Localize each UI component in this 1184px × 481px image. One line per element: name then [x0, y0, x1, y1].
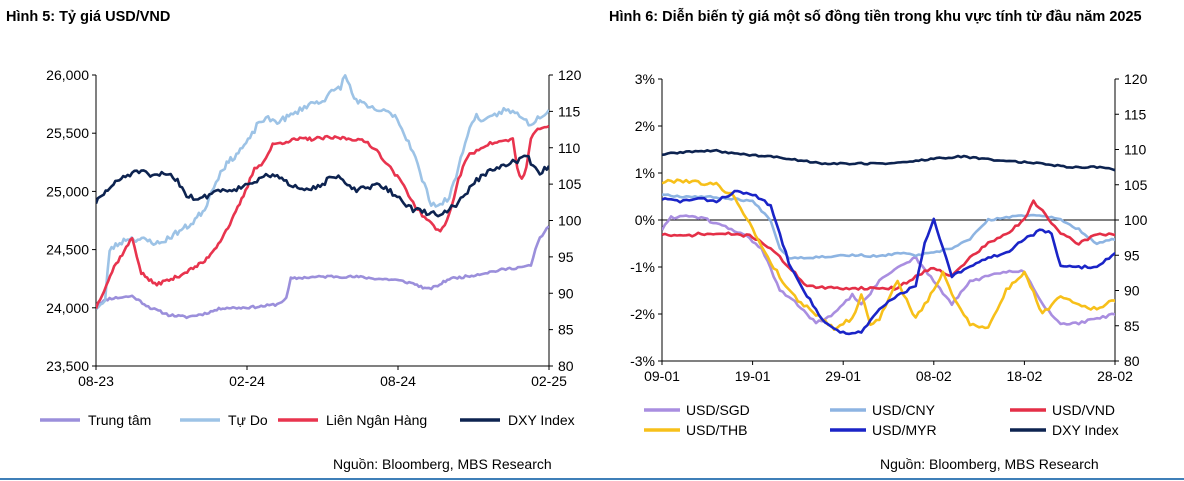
chart-2-y-left-tick-label: 3%	[635, 71, 655, 87]
chart-2-legend-label-usd-myr: USD/MYR	[872, 422, 937, 438]
chart-2-y-right-tick-label: 90	[1124, 283, 1140, 299]
chart-1-series-li-n-ng-n-h-ng	[96, 124, 549, 310]
chart-2-y-left-tick-label: 1%	[635, 165, 655, 181]
chart-1-y-right-tick-label: 115	[558, 103, 581, 119]
chart-2-x-tick-label: 19-01	[735, 368, 771, 384]
chart-2-y-left-tick-label: 0%	[635, 212, 655, 228]
chart-1-title: Hình 5: Tỷ giá USD/VND	[6, 9, 171, 25]
chart-2-y-right-tick-label: 80	[1124, 353, 1140, 369]
chart-2-series-dxy-index	[662, 148, 1115, 172]
chart-1-y-right-tick-label: 120	[558, 67, 582, 83]
chart-1-legend-label-t-do: Tự Do	[228, 412, 268, 428]
chart-2-y-right-tick-label: 85	[1124, 318, 1140, 334]
chart-2-x-tick-label: 29-01	[825, 368, 861, 384]
chart-1-y-left-tick-label: 25,000	[46, 183, 89, 199]
chart-2-x-tick-label: 08-02	[916, 368, 952, 384]
chart-2-title: Hình 6: Diễn biến tỷ giá một số đồng tiề…	[609, 9, 1142, 25]
chart-1-series-dxy-index	[96, 154, 549, 218]
chart-2-y-left-tick-label: -2%	[630, 306, 655, 322]
chart-2-y-right-tick-label: 115	[1124, 106, 1147, 122]
chart-2-y-left-tick-label: -1%	[630, 259, 655, 275]
chart-1-y-right-tick-label: 100	[558, 213, 582, 229]
chart-1-y-left-tick-label: 23,500	[46, 358, 89, 374]
chart-1-y-right-tick-label: 95	[558, 249, 574, 265]
chart-2: -3% -2% -1% 0% 1% 2% 3% 80 85 90 95 100 105 110 115 120…	[630, 71, 1148, 438]
chart-1-legend-label-dxy-index: DXY Index	[508, 412, 575, 428]
chart-1-y-left-tick-label: 26,000	[46, 67, 89, 83]
chart-1-source: Nguồn: Bloomberg, MBS Research	[333, 456, 552, 472]
chart-1-legend-label-li-n-ng-n-h-ng: Liên Ngân Hàng	[326, 412, 427, 428]
chart-1-y-left-tick-label: 24,500	[46, 242, 89, 258]
chart-2-y-right-tick-label: 95	[1124, 247, 1140, 263]
chart-2-y-left-tick-label: 2%	[635, 118, 655, 134]
chart-2-source: Nguồn: Bloomberg, MBS Research	[880, 456, 1099, 472]
chart-1-y-left-tick-label: 25,500	[46, 125, 89, 141]
chart-2-x-tick-label: 28-02	[1097, 368, 1133, 384]
chart-2-y-right-tick-label: 105	[1124, 177, 1148, 193]
chart-2-series-usd-sgd	[662, 214, 1115, 326]
chart-1-y-left-tick-label: 24,000	[46, 300, 89, 316]
chart-1-y-right-tick-label: 85	[558, 322, 574, 338]
chart-2-y-left-tick-label: -3%	[630, 353, 655, 369]
chart-2-legend-label-dxy-index: DXY Index	[1052, 422, 1119, 438]
chart-1-series-trung-t-m	[96, 225, 549, 320]
chart-2-legend-label-usd-sgd: USD/SGD	[686, 402, 750, 418]
chart-1-x-tick-label: 08-23	[78, 373, 114, 389]
chart-1-y-right-tick-label: 105	[558, 176, 582, 192]
chart-2-y-right-tick-label: 120	[1124, 71, 1148, 87]
chart-1-y-right-tick-label: 90	[558, 285, 574, 301]
chart-2-series-usd-thb	[662, 178, 1115, 331]
chart-2-series-usd-myr	[662, 189, 1115, 336]
chart-2-x-tick-label: 09-01	[644, 368, 680, 384]
chart-1-y-right-tick-label: 110	[558, 140, 581, 156]
bottom-rule	[0, 478, 1184, 480]
chart-1-x-tick-label: 08-24	[380, 373, 416, 389]
chart-1-series-t-do	[96, 74, 549, 311]
chart-1-y-right-tick-label: 80	[558, 358, 574, 374]
chart-2-legend-label-usd-vnd: USD/VND	[1052, 402, 1115, 418]
chart-2-legend-label-usd-thb: USD/THB	[686, 422, 747, 438]
chart-2-y-right-tick-label: 100	[1124, 212, 1148, 228]
chart-1-x-tick-label: 02-24	[229, 373, 265, 389]
chart-2-x-tick-label: 18-02	[1006, 368, 1042, 384]
chart-1-x-tick-label: 02-25	[531, 373, 567, 389]
chart-2-y-right-tick-label: 110	[1124, 142, 1147, 158]
chart-2-legend-label-usd-cny: USD/CNY	[872, 402, 936, 418]
chart-1: 23,500 24,000 24,500 25,000 25,500 26,000 80 85…	[40, 67, 582, 428]
chart-1-legend-label-trung-t-m: Trung tâm	[88, 412, 151, 428]
